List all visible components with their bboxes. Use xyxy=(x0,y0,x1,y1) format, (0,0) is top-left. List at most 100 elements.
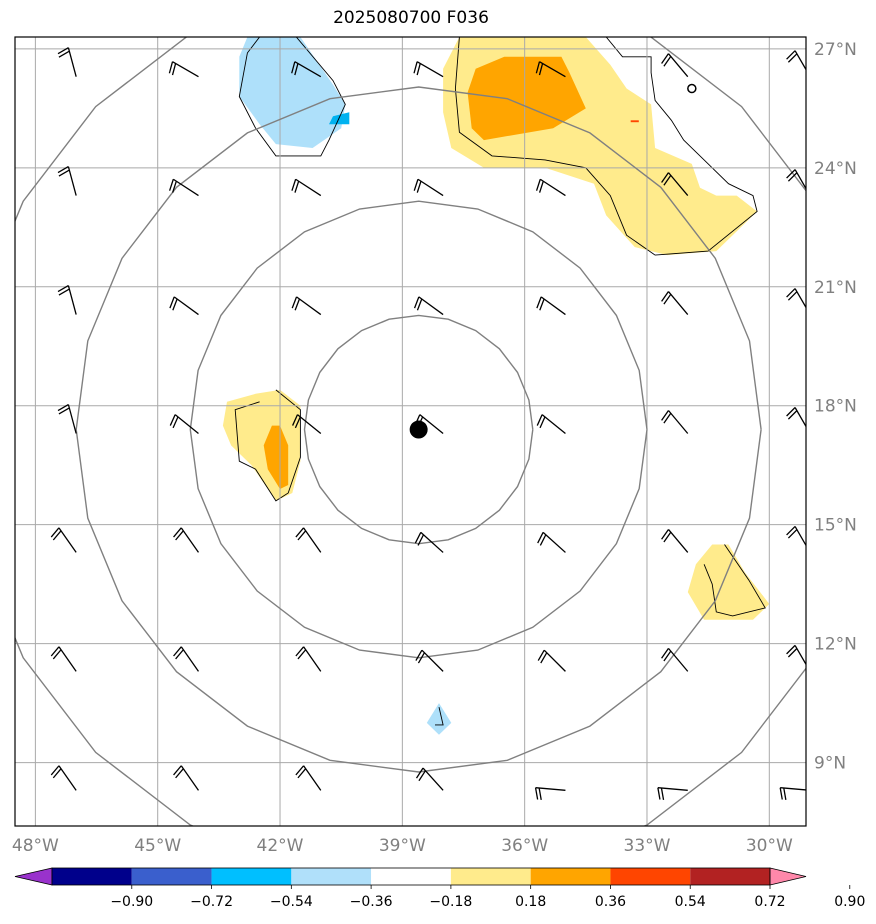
wind-barb xyxy=(415,767,444,791)
wind-barb xyxy=(661,53,689,78)
shade-yellow-west xyxy=(222,389,301,501)
wind-barb xyxy=(537,531,566,553)
contour-west xyxy=(234,389,301,502)
wind-barb xyxy=(413,61,444,78)
small-circle-marker xyxy=(687,83,697,94)
lat-tick-label: 18°N xyxy=(814,397,857,417)
wind-barb xyxy=(786,50,806,71)
lat-tick-label: 24°N xyxy=(814,159,857,179)
contour-south xyxy=(435,706,444,726)
colorbar-tick-label: 0.54 xyxy=(675,894,706,910)
wind-barb xyxy=(57,166,77,196)
wind-barb xyxy=(291,296,322,316)
range-ring xyxy=(303,314,534,545)
wind-barb xyxy=(173,646,200,672)
colorbar-extend-high xyxy=(769,867,807,886)
colorbar-frame xyxy=(51,867,771,886)
wind-barb xyxy=(169,414,199,434)
colorbar-segment xyxy=(291,868,372,885)
lon-tick-label: 45°W xyxy=(134,836,181,856)
lon-tick-label: 48°W xyxy=(12,836,59,856)
wind-barb xyxy=(537,649,566,672)
colorbar-tick-label: −0.90 xyxy=(110,894,153,910)
lat-tick-label: 12°N xyxy=(814,635,857,655)
wind-barb xyxy=(661,172,689,197)
wind-barb xyxy=(786,525,806,547)
colorbar-segment xyxy=(52,868,132,885)
wind-barb xyxy=(291,178,322,197)
colorbar-segment xyxy=(690,868,770,885)
colorbar-tick-label: −0.72 xyxy=(190,894,233,910)
wind-barb xyxy=(57,47,77,77)
shade-yellow-se xyxy=(687,544,770,620)
lat-lon-grid xyxy=(15,37,806,826)
axis-ticks: 48°W 45°W 42°W 39°W 36°W 33°W 30°W 9°N 12°N 15°N 1… xyxy=(12,40,857,856)
colorbar-tick-label: −0.54 xyxy=(270,894,313,910)
wind-barb xyxy=(534,787,566,800)
colorbar-segment xyxy=(610,868,691,885)
colorbar-tick-label: 0.18 xyxy=(515,894,546,910)
wind-barb xyxy=(50,765,77,791)
wind-barb xyxy=(786,407,806,428)
colorbar-segment xyxy=(211,868,292,885)
wind-barb xyxy=(295,765,322,791)
wind-barb xyxy=(415,649,444,672)
shade-light-blue-south xyxy=(426,703,452,735)
colorbar-segment xyxy=(450,868,531,885)
range-ring xyxy=(75,86,762,773)
wind-barb xyxy=(657,787,688,800)
wind-barb xyxy=(661,410,689,434)
lon-tick-label: 42°W xyxy=(257,836,304,856)
lon-tick-label: 30°W xyxy=(746,836,793,856)
colorbar-tick-label: −0.18 xyxy=(429,894,472,910)
wind-barb xyxy=(661,291,689,315)
range-rings xyxy=(15,37,806,826)
wind-barb xyxy=(295,646,322,672)
wind-barb xyxy=(414,531,444,553)
lat-tick-label: 27°N xyxy=(814,40,857,60)
wind-barb xyxy=(535,61,566,78)
colorbar-tick-label: 0.90 xyxy=(834,894,865,910)
map-title: 2025080700 F036 xyxy=(333,8,489,28)
colorbar-extend-low xyxy=(14,867,53,886)
lon-tick-label: 36°W xyxy=(501,836,548,856)
plot-frame xyxy=(14,36,807,827)
wind-barb xyxy=(295,527,322,553)
wind-barb xyxy=(413,296,444,316)
shade-orange-west xyxy=(263,425,289,489)
wind-barb xyxy=(291,61,322,78)
range-ring xyxy=(15,37,806,826)
contour-se xyxy=(703,544,766,617)
colorbar-tick-label: 0.72 xyxy=(754,894,785,910)
field-shading xyxy=(222,37,770,735)
lat-tick-label: 21°N xyxy=(814,278,857,298)
wind-barb xyxy=(536,296,566,316)
wind-barb xyxy=(173,527,200,553)
wind-barbs xyxy=(50,47,806,800)
wind-barb xyxy=(413,178,444,197)
lon-tick-label: 39°W xyxy=(379,836,426,856)
wind-barb xyxy=(786,644,806,666)
colorbar-segment xyxy=(530,868,611,885)
range-ring xyxy=(189,200,648,659)
contour-nw xyxy=(238,37,346,157)
colorbar-segment xyxy=(131,868,212,885)
wind-barb xyxy=(786,288,806,309)
wind-barb xyxy=(173,765,200,791)
contour-ne xyxy=(454,37,758,256)
wind-barb xyxy=(57,284,77,315)
colorbar-tick-label: 0.36 xyxy=(595,894,626,910)
wind-barb xyxy=(786,169,806,190)
storm-center-marker xyxy=(409,420,428,439)
lon-tick-label: 33°W xyxy=(624,836,671,856)
colorbar-tick-label: −0.36 xyxy=(350,894,393,910)
wind-barb xyxy=(779,787,806,800)
wind-barb xyxy=(168,61,199,78)
wind-barb xyxy=(536,414,566,434)
lat-tick-label: 9°N xyxy=(814,754,846,774)
colorbar-segment xyxy=(371,868,451,885)
wind-barb xyxy=(169,296,199,316)
field-contours xyxy=(234,37,766,726)
lat-tick-label: 15°N xyxy=(814,516,857,536)
